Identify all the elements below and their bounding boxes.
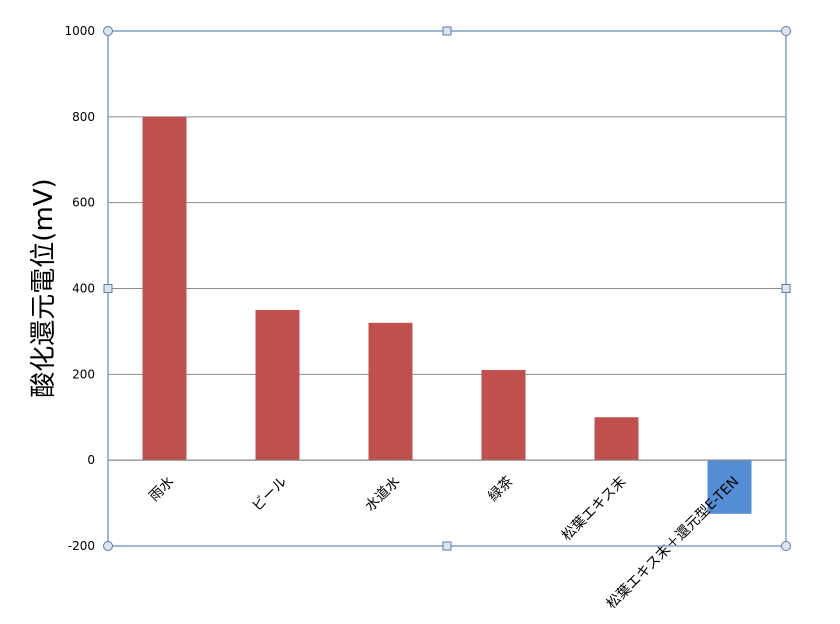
bar [368,322,413,461]
y-tick-label: 400 [72,282,95,296]
bars [142,116,752,514]
corner-resize-handle[interactable] [781,541,791,551]
y-tick-labels: -200 0 200 400 600 800 1000 [64,24,95,553]
y-tick-label: 1000 [64,24,95,38]
bar [255,309,300,461]
y-axis-title: 酸化還元電位(mV) [29,178,59,397]
x-category-label: 緑茶 [485,474,516,505]
side-resize-handle[interactable] [781,284,791,293]
x-category-label: ビール [249,474,290,515]
x-category-label: 雨水 [146,474,177,505]
selection-frame[interactable] [103,26,791,551]
y-tick-label: 600 [72,196,95,210]
side-resize-handle[interactable] [103,284,113,293]
y-tick-label: -200 [68,539,95,553]
corner-resize-handle[interactable] [103,541,113,551]
bar [142,116,187,461]
bar [707,460,752,514]
corner-resize-handle[interactable] [781,26,791,36]
gridlines [108,116,786,461]
x-category-label: 松葉エキス末 [559,474,629,544]
y-tick-label: 800 [72,110,95,124]
x-category-label: 松葉エキス末＋還元型E-TEN [604,474,743,613]
side-resize-handle[interactable] [442,26,452,36]
bar [481,370,526,461]
y-tick-label: 0 [87,453,95,467]
bar [594,417,639,461]
corner-resize-handle[interactable] [103,26,113,36]
side-resize-handle[interactable] [442,541,452,551]
y-tick-label: 200 [72,367,95,381]
x-category-label: 水道水 [362,474,403,515]
